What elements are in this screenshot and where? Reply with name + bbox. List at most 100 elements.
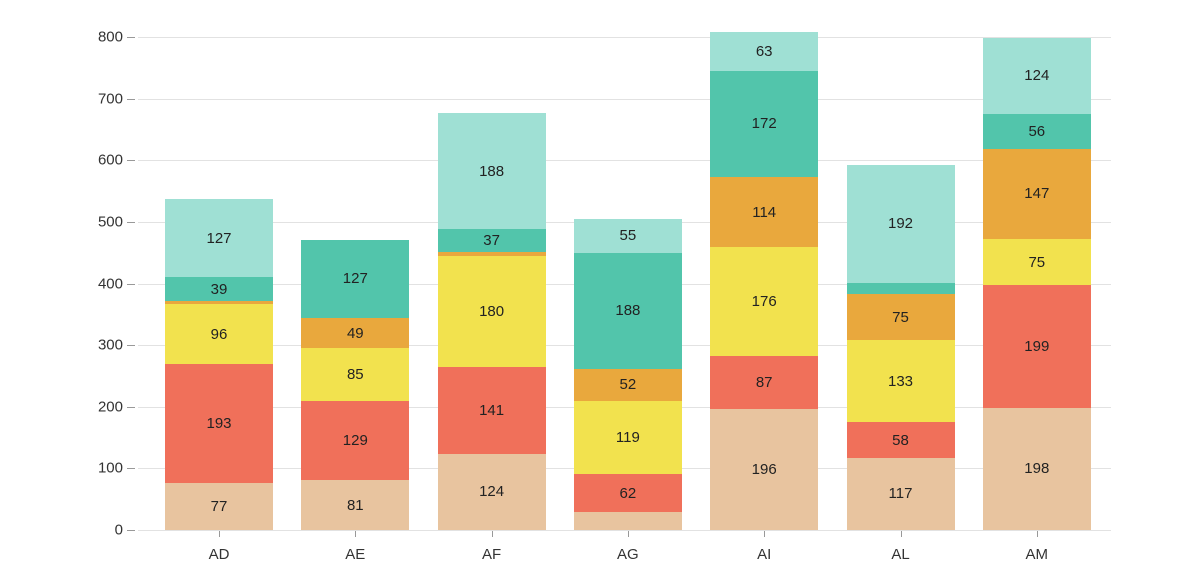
- segment-value-label: 193: [206, 414, 232, 432]
- bar-segment-AD-mint: 127: [165, 199, 273, 278]
- bar-segment-AI-tan: 196: [710, 409, 819, 530]
- segment-value-label: 172: [751, 115, 777, 133]
- segment-value-label: 133: [887, 372, 914, 390]
- y-axis-tick-800: [127, 37, 135, 38]
- segment-value-label: 129: [342, 431, 368, 449]
- bar-segment-AE-tan: 81: [301, 480, 410, 530]
- segment-value-label: 96: [210, 325, 228, 343]
- bar-segment-AD-yellow: 96: [165, 304, 273, 364]
- bar-segment-AF-yellow: 180: [437, 255, 546, 367]
- segment-value-label: 188: [615, 302, 641, 320]
- bar-segment-AG-yellow: 119: [573, 400, 682, 474]
- bar-segment-AE-yellow: 85: [301, 348, 410, 401]
- segment-value-label: 77: [210, 497, 228, 515]
- bar-segment-AG-tan: [573, 512, 682, 530]
- y-axis-tick-400: [127, 284, 135, 285]
- segment-value-label: 192: [887, 215, 914, 233]
- segment-value-label: 75: [1028, 253, 1046, 271]
- y-axis-label-700: 700: [97, 90, 123, 108]
- bar-segment-AF-tan: 124: [437, 453, 546, 530]
- y-axis-tick-100: [127, 468, 135, 469]
- segment-value-label: 87: [755, 373, 773, 391]
- bar-segment-AM-tan: 198: [982, 407, 1091, 530]
- bar-segment-AF-teal: 37: [437, 229, 546, 253]
- y-axis-label-100: 100: [97, 459, 123, 477]
- bar-segment-AG-mint: 55: [573, 218, 682, 253]
- y-axis-label-300: 300: [97, 336, 123, 354]
- x-axis-tick-AM: [1036, 531, 1038, 537]
- segment-value-label: 117: [888, 485, 913, 503]
- segment-value-label: 180: [479, 302, 505, 320]
- bar-AF: 124 141 180 37 188: [437, 37, 546, 530]
- segment-value-label: 62: [619, 484, 637, 502]
- bar-segment-AL-teal: [846, 282, 955, 294]
- y-axis-tick-500: [127, 222, 135, 223]
- gridline-600: [138, 160, 1111, 161]
- bar-segment-AI-orange: 114: [710, 176, 819, 248]
- segment-value-label: 196: [751, 461, 777, 479]
- bar-segment-AL-tan: 117: [846, 457, 955, 530]
- bar-segment-AD-teal: 39: [165, 277, 273, 302]
- plot-area: 0 100 200 300 400 500 600 700 800 77 193 96 39 127 AD 8…: [98, 30, 1111, 562]
- x-axis-label-AG: AG: [617, 546, 639, 563]
- x-axis-tick-AI: [764, 531, 766, 537]
- segment-value-label: 127: [206, 229, 232, 247]
- bar-segment-AL-mint: 192: [846, 164, 955, 283]
- bar-AD: 77 193 96 39 127: [165, 37, 273, 530]
- bar-segment-AG-orange: 52: [573, 368, 682, 401]
- x-axis-label-AM: AM: [1025, 546, 1049, 563]
- segment-value-label: 114: [752, 203, 777, 221]
- x-axis-tick-AF: [491, 531, 493, 537]
- x-axis-tick-AD: [219, 531, 220, 537]
- segment-value-label: 119: [615, 428, 640, 446]
- bar-segment-AI-mint: 63: [710, 32, 819, 71]
- segment-value-label: 58: [892, 431, 909, 449]
- y-axis-tick-0: [127, 530, 135, 531]
- x-axis-tick-AG: [627, 531, 629, 537]
- y-axis-tick-700: [127, 99, 135, 100]
- segment-value-label: 75: [892, 308, 909, 326]
- bar-AI: 196 87 176 114 172 63: [710, 32, 819, 530]
- x-axis-label-AF: AF: [482, 546, 502, 563]
- segment-value-label: 52: [619, 376, 637, 394]
- bar-segment-AI-yellow: 176: [710, 247, 819, 356]
- x-axis-tick-AL: [900, 531, 902, 537]
- bar-segment-AL-orange: 75: [846, 293, 955, 341]
- bar-segment-AM-salmon: 199: [982, 285, 1091, 408]
- bar-AG: 62 119 52 188 55: [573, 37, 682, 530]
- x-axis-label-AD: AD: [208, 546, 230, 563]
- bar-segment-AE-salmon: 129: [301, 400, 410, 481]
- segment-value-label: 37: [483, 232, 500, 250]
- bar-AM: 198 199 75 147 56 124: [982, 37, 1091, 530]
- segment-value-label: 188: [479, 162, 505, 180]
- y-axis-label-500: 500: [97, 213, 123, 231]
- bar-segment-AL-salmon: 58: [846, 422, 955, 458]
- segment-value-label: 141: [479, 401, 505, 419]
- segment-value-label: 199: [1024, 338, 1050, 356]
- gridline-0: [138, 530, 1111, 531]
- bar-segment-AF-mint: 188: [437, 113, 546, 230]
- y-axis-label-800: 800: [97, 28, 123, 46]
- bar-segment-AG-teal: 188: [573, 252, 682, 369]
- segment-value-label: 198: [1024, 460, 1050, 478]
- bar-segment-AD-salmon: 193: [165, 363, 273, 483]
- bar-segment-AM-teal: 56: [982, 114, 1091, 149]
- x-axis-tick-AE: [355, 531, 357, 537]
- x-axis-label-AE: AE: [345, 546, 366, 563]
- bar-segment-AI-teal: 172: [710, 70, 819, 177]
- segment-value-label: 55: [619, 227, 637, 245]
- bar-segment-AM-yellow: 75: [982, 239, 1091, 286]
- segment-value-label: 127: [342, 270, 368, 288]
- segment-value-label: 85: [346, 365, 364, 383]
- y-axis-label-0: 0: [114, 521, 123, 539]
- y-axis-label-200: 200: [97, 398, 123, 416]
- y-axis-tick-600: [127, 160, 135, 161]
- x-axis-label-AI: AI: [757, 546, 772, 563]
- bar-segment-AE-orange: 49: [301, 318, 410, 349]
- bar-AE: 81 129 85 49 127: [301, 37, 410, 530]
- segment-value-label: 124: [1024, 67, 1050, 85]
- segment-value-label: 49: [346, 324, 364, 342]
- y-axis-tick-300: [127, 345, 135, 346]
- segment-value-label: 147: [1024, 185, 1050, 203]
